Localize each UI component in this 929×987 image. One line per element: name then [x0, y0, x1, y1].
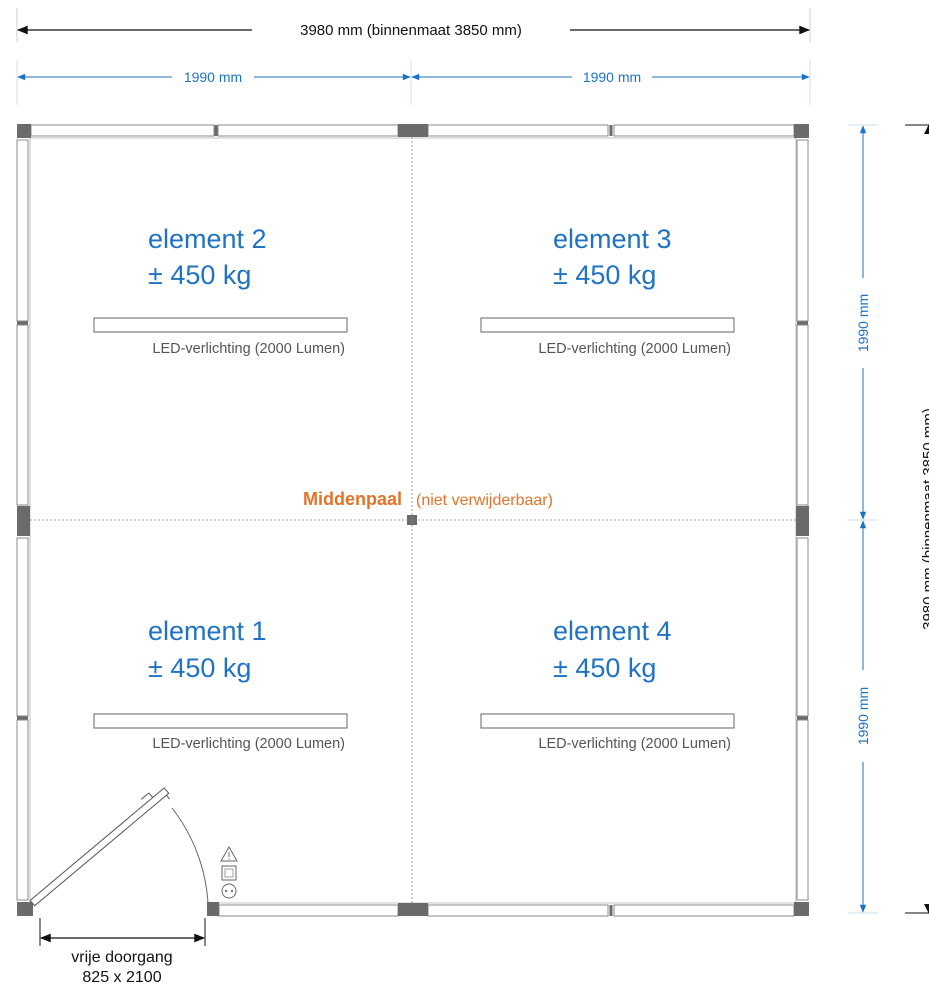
led-light: [480, 713, 735, 729]
element-weight: ± 450 kg: [553, 260, 656, 290]
center-post-title: Middenpaal: [303, 489, 402, 509]
center-post-label: Middenpaal (niet verwijderbaar): [303, 489, 553, 509]
led-light: [93, 317, 348, 333]
overall-width-label: 3980 mm (binnenmaat 3850 mm): [300, 22, 522, 39]
center-post-note: (niet verwijderbaar): [416, 492, 553, 509]
element-weight: ± 450 kg: [148, 260, 251, 290]
element-weight: ± 450 kg: [148, 653, 251, 683]
element-1: element 1 ± 450 kg LED-verlichting (2000…: [93, 616, 348, 752]
half-width-left-label: 1990 mm: [184, 69, 242, 85]
electrical-symbols: [220, 845, 238, 899]
overall-depth-label: 3980 mm (binnenmaat 3850 mm): [920, 408, 929, 630]
element-3: element 3 ± 450 kg LED-verlichting (2000…: [480, 224, 735, 357]
led-light: [480, 317, 735, 333]
walls: [16, 124, 809, 917]
half-depth-top-label: 1990 mm: [855, 294, 871, 352]
door-label: vrije doorgang: [71, 949, 172, 966]
element-4: element 4 ± 450 kg LED-verlichting (2000…: [480, 616, 735, 752]
element-name: element 3: [553, 224, 672, 254]
overall-width-dimension: 3980 mm (binnenmaat 3850 mm): [16, 8, 811, 42]
element-2: element 2 ± 450 kg LED-verlichting (2000…: [93, 224, 348, 357]
element-name: element 2: [148, 224, 267, 254]
element-name: element 4: [553, 616, 672, 646]
led-label: LED-verlichting (2000 Lumen): [538, 341, 731, 357]
door-leaf: [29, 787, 170, 907]
half-depth-dimensions: 1990 mm 1990 mm: [848, 124, 878, 914]
half-depth-bottom-label: 1990 mm: [855, 687, 871, 745]
door-size: 825 x 2100: [82, 969, 161, 986]
half-width-dimensions: 1990 mm 1990 mm: [16, 60, 811, 105]
warning-icon: [220, 845, 238, 862]
led-label: LED-verlichting (2000 Lumen): [152, 736, 345, 752]
led-label: LED-verlichting (2000 Lumen): [152, 341, 345, 357]
element-name: element 1: [148, 616, 267, 646]
element-weight: ± 450 kg: [553, 653, 656, 683]
led-label: LED-verlichting (2000 Lumen): [538, 736, 731, 752]
posts: [17, 124, 809, 916]
door: [29, 787, 209, 907]
overall-depth-dimension: 3980 mm (binnenmaat 3850 mm): [905, 124, 929, 914]
socket-icon: [221, 883, 237, 899]
half-width-right-label: 1990 mm: [583, 69, 641, 85]
led-light: [93, 713, 348, 729]
door-dimension: vrije doorgang 825 x 2100: [39, 918, 206, 986]
